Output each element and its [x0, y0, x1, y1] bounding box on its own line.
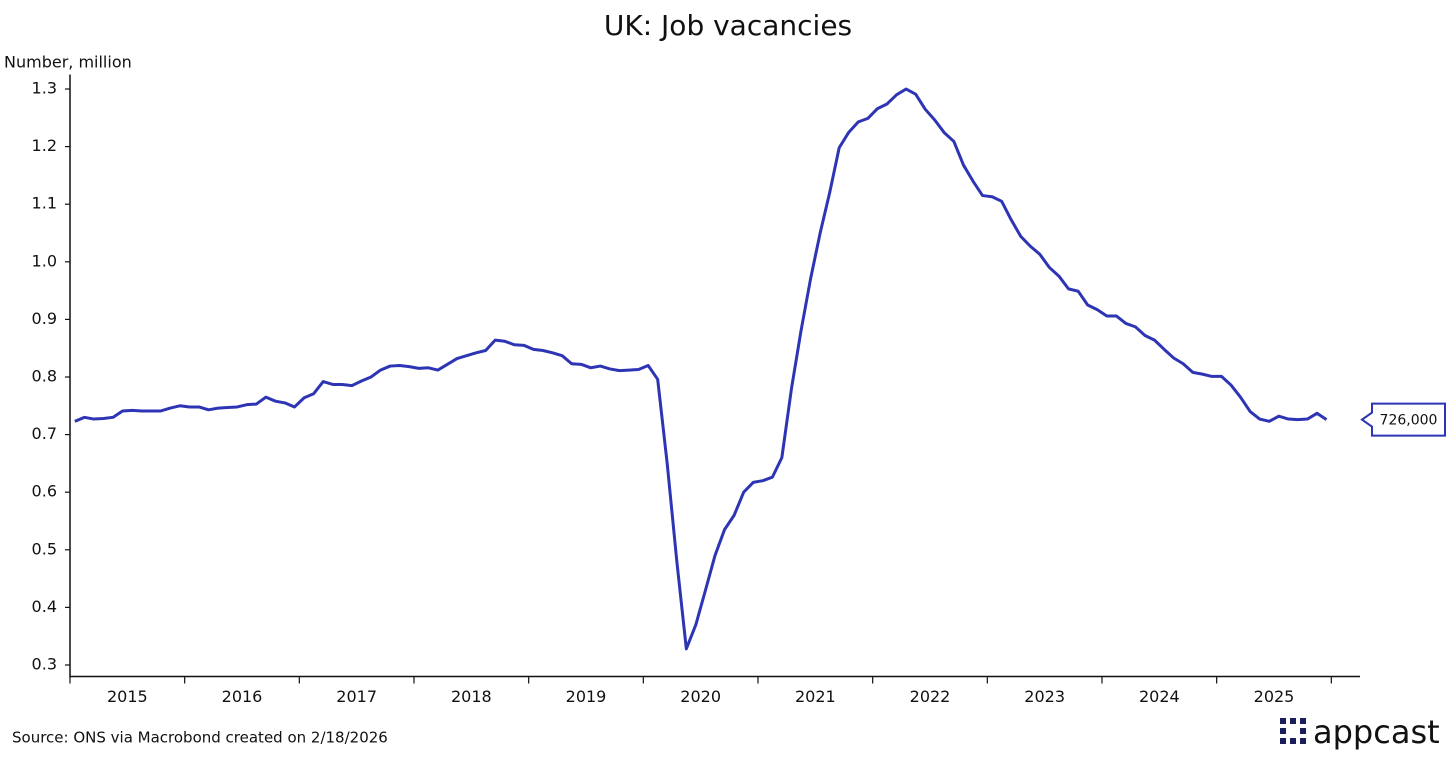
x-tick-label: 2020: [680, 687, 721, 706]
x-tick-label: 2017: [336, 687, 377, 706]
x-tick-label: 2016: [222, 687, 263, 706]
x-tick-label: 2025: [1254, 687, 1295, 706]
x-tick-label: 2021: [795, 687, 836, 706]
y-tick-label: 0.3: [32, 654, 57, 673]
y-tick-label: 0.8: [32, 367, 57, 386]
x-tick-label: 2023: [1024, 687, 1065, 706]
y-axis-label: Number, million: [4, 53, 132, 72]
value-label: 726,000: [1380, 413, 1438, 429]
y-tick-label: 0.7: [32, 424, 57, 443]
y-tick-label: 0.6: [32, 482, 57, 501]
x-tick-label: 2015: [107, 687, 148, 706]
y-tick-label: 1.3: [32, 79, 57, 98]
y-tick-label: 1.2: [32, 136, 57, 155]
x-tick-label: 2018: [451, 687, 492, 706]
data-line: [74, 87, 1328, 651]
x-tick-label: 2019: [566, 687, 607, 706]
logo-icon: [1280, 718, 1306, 744]
y-tick-label: 1.1: [32, 194, 57, 213]
callout-box: [1360, 402, 1446, 437]
x-tick-label: 2024: [1139, 687, 1180, 706]
y-tick-label: 0.4: [32, 597, 57, 616]
y-tick-label: 0.9: [32, 309, 57, 328]
y-tick-label: 0.5: [32, 539, 57, 558]
source-note: Source: ONS via Macrobond created on 2/1…: [12, 729, 388, 747]
y-tick-label: 1.0: [32, 251, 57, 270]
logo-text: appcast: [1313, 713, 1440, 751]
chart-title: UK: Job vacancies: [604, 9, 852, 42]
x-tick-label: 2022: [910, 687, 951, 706]
